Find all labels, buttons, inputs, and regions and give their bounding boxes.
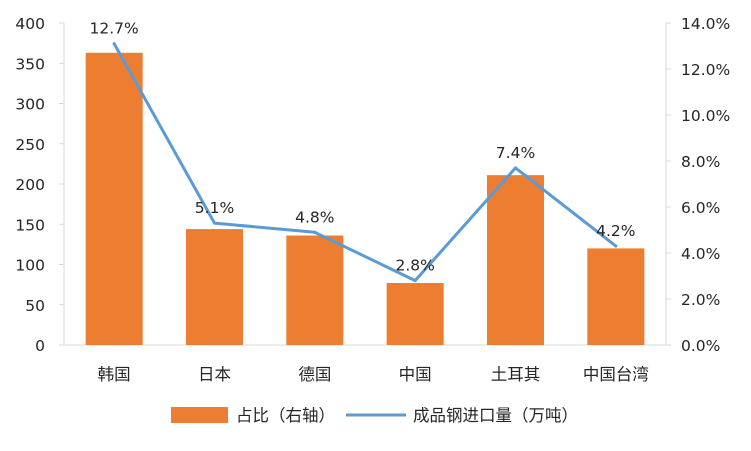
line-point [413, 279, 417, 283]
left-tick-label: 200 [15, 176, 45, 194]
data-label: 7.4% [496, 144, 535, 162]
legend-label-line: 成品钢进口量（万吨） [413, 406, 578, 425]
right-tick-label: 6.0% [681, 199, 720, 217]
category-label: 中国 [399, 365, 432, 384]
bar [186, 229, 243, 345]
right-tick-label: 4.0% [681, 245, 720, 263]
category-label: 德国 [298, 365, 331, 384]
legend-bar-swatch [171, 407, 228, 423]
right-tick-label: 2.0% [681, 291, 720, 309]
data-label: 4.8% [295, 208, 334, 226]
left-tick-label: 400 [15, 15, 45, 33]
left-tick-label: 0 [35, 337, 45, 355]
line-point [313, 230, 317, 234]
data-label: 4.2% [596, 222, 635, 240]
right-tick-label: 12.0% [681, 61, 730, 79]
data-label: 2.8% [395, 257, 434, 275]
left-tick-label: 250 [15, 136, 45, 154]
category-label: 中国台湾 [583, 365, 649, 384]
category-label: 日本 [198, 365, 231, 384]
line-point [514, 166, 517, 170]
left-tick-label: 350 [15, 55, 45, 73]
left-tick-label: 300 [15, 96, 45, 114]
line-point [112, 42, 116, 46]
bar [386, 283, 444, 345]
left-tick-label: 150 [15, 216, 45, 234]
left-tick-label: 50 [25, 297, 45, 315]
left-tick-label: 100 [15, 257, 45, 275]
bar [286, 235, 344, 345]
category-label: 韩国 [98, 365, 131, 384]
legend-label-bar: 占比（右轴） [236, 406, 335, 425]
line-point [614, 244, 618, 248]
line-point [213, 221, 216, 225]
bar [587, 248, 645, 345]
right-tick-label: 14.0% [681, 15, 730, 33]
line-series [112, 42, 618, 283]
data-label: 5.1% [195, 199, 234, 217]
bar [85, 52, 143, 345]
category-label: 土耳其 [491, 365, 541, 384]
right-tick-label: 10.0% [681, 107, 730, 125]
bar [487, 175, 544, 345]
right-tick-label: 0.0% [681, 337, 720, 355]
right-tick-label: 8.0% [681, 153, 720, 171]
data-label: 12.7% [90, 20, 139, 38]
